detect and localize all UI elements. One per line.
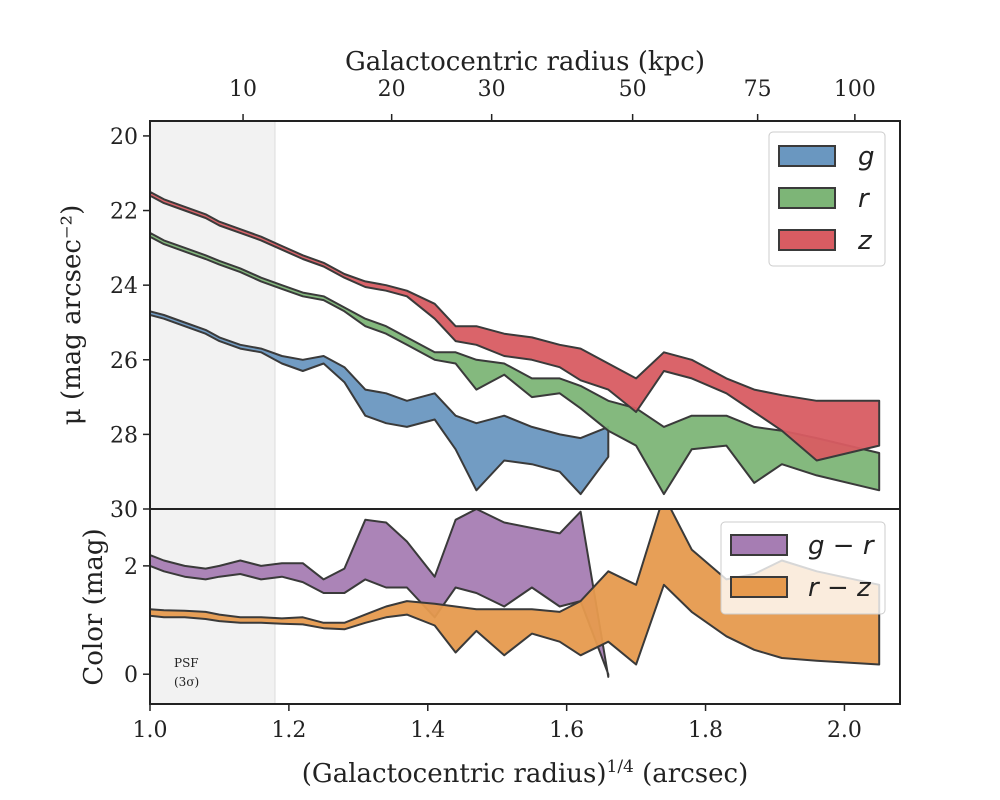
x-tick-label: 1.2	[271, 718, 306, 743]
band-rz	[150, 509, 881, 666]
x-tick-label: 1.6	[549, 718, 584, 743]
top-x-tick-label: 75	[744, 77, 772, 102]
band-g	[150, 310, 610, 496]
y-tick-label: 24	[110, 274, 138, 299]
psf-label: PSF	[174, 656, 199, 670]
color-panel: 0 2 1.0 1.2 1.4 1.6 1.8 2.0 PSF (3σ) g − r r − z	[124, 508, 901, 743]
y-tick-label: 26	[110, 349, 138, 374]
x-tick-label: 1.0	[133, 718, 168, 743]
x-axis-title-unit: (arcsec)	[634, 759, 748, 789]
x-axis-title-exponent: 1/4	[607, 757, 634, 777]
band-z	[150, 190, 881, 462]
top-y-axis-title: μ (mag arcsec⁻²)	[57, 205, 87, 425]
top-x-axis-title: Galactocentric radius (kpc)	[345, 47, 705, 77]
series-bands	[150, 190, 881, 496]
y-tick-label: 30	[110, 498, 138, 523]
series-bands	[150, 509, 881, 678]
legend-swatch-1	[730, 576, 788, 598]
x-axis-title-main: (Galactocentric radius)	[302, 759, 607, 789]
bottom-plot-frame	[149, 508, 901, 705]
legend-label-r: r	[858, 184, 871, 214]
surface-brightness-panel: 20 22 24 26 28 30 10 20 30 50 75 100 grz	[110, 77, 901, 523]
band-r	[150, 231, 881, 496]
y-tick-label: 22	[110, 200, 138, 225]
top-x-tick-label: 50	[619, 77, 647, 102]
psf-label-sigma: (3σ)	[174, 675, 199, 689]
x-tick-label: 1.8	[688, 718, 723, 743]
bottom-x-axis-title: (Galactocentric radius)1/4 (arcsec)	[302, 757, 748, 789]
legend-swatch-g	[778, 145, 836, 167]
legend-swatch-z	[778, 229, 836, 251]
legend-swatch-0	[730, 534, 788, 556]
legend-swatch-r	[778, 187, 836, 209]
legend-label-1: r − z	[808, 573, 872, 603]
y-tick-label: 28	[110, 423, 138, 448]
y-tick-label: 20	[110, 125, 138, 150]
y-tick-label: 2	[124, 555, 138, 580]
legend-label-z: z	[857, 226, 873, 256]
x-tick-label: 1.4	[410, 718, 445, 743]
y-tick-label: 0	[124, 663, 138, 688]
legend-label-g: g	[858, 142, 875, 172]
legend-top: grz	[768, 131, 886, 267]
psf-region	[150, 121, 275, 509]
x-tick-label: 2.0	[827, 718, 862, 743]
psf-region	[150, 509, 275, 704]
top-x-tick-label: 100	[834, 77, 876, 102]
band-gr	[150, 509, 610, 678]
legend-bottom: g − r r − z	[720, 521, 886, 615]
bottom-y-axis-title: Color (mag)	[79, 528, 109, 685]
legend-label-0: g − r	[808, 531, 876, 561]
top-x-tick-label: 10	[229, 77, 257, 102]
top-x-tick-label: 20	[378, 77, 406, 102]
top-x-tick-label: 30	[478, 77, 506, 102]
